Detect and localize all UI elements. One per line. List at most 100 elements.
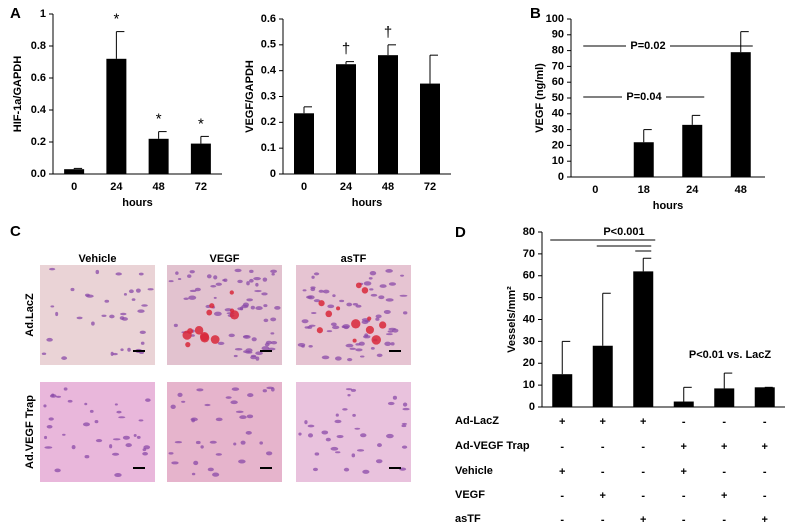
nucleus [385,269,393,273]
x-tick-label: 0 [301,181,307,193]
nucleus [213,275,218,280]
x-tick-label: 48 [153,181,165,193]
nucleus [237,307,244,311]
nucleus [264,342,270,347]
nucleus [402,402,408,407]
nucleus [321,430,329,435]
image-bg [40,382,155,482]
red-cell [355,282,362,289]
nucleus [95,438,103,443]
nucleus [335,356,342,361]
nucleus [215,417,223,422]
y-axis-label: VEGF/GAPDH [244,60,256,133]
nucleus [121,317,129,321]
nucleus [364,333,369,338]
nucleus [313,299,321,303]
nucleus [342,408,348,411]
nucleus [133,434,137,437]
histology-image [167,265,282,365]
image-bg [167,382,282,482]
nucleus [142,452,148,456]
nucleus [346,302,353,307]
red-cell [206,309,213,316]
nucleus [307,433,314,438]
bar [592,345,613,407]
nucleus [140,341,145,345]
nucleus [377,443,382,448]
red-cell [187,328,194,335]
nucleus [215,453,222,456]
nucleus [170,404,176,409]
nucleus [145,398,151,402]
nucleus [104,299,110,303]
red-cell [209,303,215,309]
nucleus [401,445,408,449]
y-tick-label: 80 [552,45,564,57]
nucleus [375,317,380,321]
nucleus [131,298,136,301]
nucleus [335,413,339,417]
nucleus [385,298,394,302]
y-tick-label: 90 [552,29,564,41]
nucleus [251,337,257,342]
y-axis-label: VEGF (ng/ml) [534,63,546,133]
y-tick-label: 40 [523,313,535,325]
nucleus [392,395,398,400]
column-label: VEGF [210,253,240,265]
x-tick-label: 48 [382,181,394,193]
bar [730,52,751,177]
nucleus [50,305,55,308]
y-axis-label: HIF-1a/GAPDH [12,56,24,132]
nucleus [259,441,263,445]
nucleus [401,424,407,428]
condition-mark: - [641,490,645,502]
annotation: P=0.02 [630,40,665,52]
y-tick-label: 70 [523,248,535,260]
nucleus [265,451,273,456]
nucleus [326,330,333,333]
x-tick-label: 72 [195,181,207,193]
nucleus [359,355,365,358]
condition-mark: - [601,514,605,526]
red-cell [210,335,220,344]
nucleus [190,417,198,422]
nucleus [270,269,278,274]
nucleus [109,314,115,319]
nucleus [312,467,318,472]
red-cell [229,290,234,295]
nucleus [253,277,261,281]
nucleus [308,324,316,327]
nucleus [120,312,127,316]
nucleus [55,395,62,398]
nucleus [334,419,342,424]
nucleus [363,281,372,286]
y-tick-label: 40 [552,108,564,120]
nucleus [262,277,268,282]
nucleus [249,278,254,283]
nucleus [330,322,337,326]
panel-label: D [455,224,466,241]
significance-marker: † [342,41,350,58]
y-tick-label: 50 [523,292,535,304]
nucleus [302,289,307,292]
nucleus [318,289,324,293]
nucleus [370,293,378,297]
nucleus [332,294,336,298]
nucleus [325,437,331,442]
nucleus [215,282,222,286]
y-tick-label: 0.8 [31,40,46,52]
nucleus [347,357,353,362]
nucleus [147,288,154,291]
nucleus [168,452,174,455]
nucleus [118,416,126,419]
nucleus [321,355,330,360]
nucleus [233,442,237,446]
condition-mark: - [722,514,726,526]
nucleus [345,388,353,391]
nucleus [245,351,253,354]
red-cell [316,327,323,334]
x-tick-label: 48 [735,184,747,196]
condition-label: Ad-VEGF Trap [455,440,530,452]
y-tick-label: 0 [558,171,564,183]
nucleus [237,279,243,284]
